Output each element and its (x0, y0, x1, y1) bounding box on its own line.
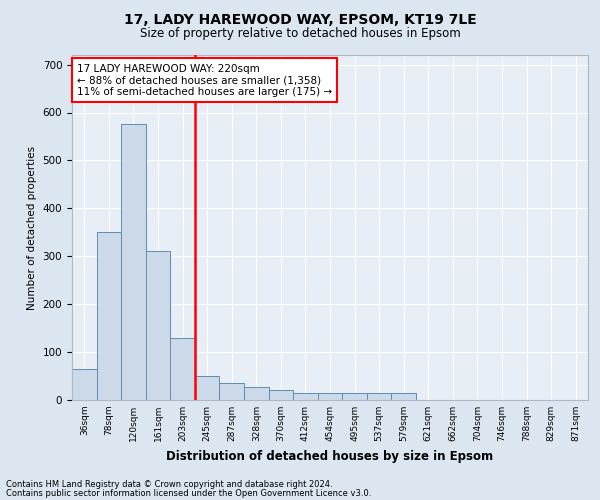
Bar (220, 383, 244, 400)
Text: Size of property relative to detached houses in Epsom: Size of property relative to detached ho… (140, 28, 460, 40)
Bar (318, 393, 342, 400)
Bar (146, 252, 170, 400)
Bar (121, 124, 146, 400)
Bar (342, 393, 367, 400)
Bar (391, 393, 416, 400)
Bar (269, 390, 293, 400)
Y-axis label: Number of detached properties: Number of detached properties (27, 146, 37, 310)
Bar (195, 376, 220, 400)
Bar (293, 393, 318, 400)
X-axis label: Distribution of detached houses by size in Epsom: Distribution of detached houses by size … (166, 450, 494, 462)
Text: Contains HM Land Registry data © Crown copyright and database right 2024.: Contains HM Land Registry data © Crown c… (6, 480, 332, 489)
Bar (367, 393, 391, 400)
Bar (97, 232, 121, 400)
Text: 17 LADY HAREWOOD WAY: 220sqm
← 88% of detached houses are smaller (1,358)
11% of: 17 LADY HAREWOOD WAY: 220sqm ← 88% of de… (77, 64, 332, 97)
Bar (244, 386, 269, 400)
Bar (170, 338, 195, 400)
Text: 17, LADY HAREWOOD WAY, EPSOM, KT19 7LE: 17, LADY HAREWOOD WAY, EPSOM, KT19 7LE (124, 12, 476, 26)
Bar (72, 369, 97, 400)
Text: Contains public sector information licensed under the Open Government Licence v3: Contains public sector information licen… (6, 488, 371, 498)
